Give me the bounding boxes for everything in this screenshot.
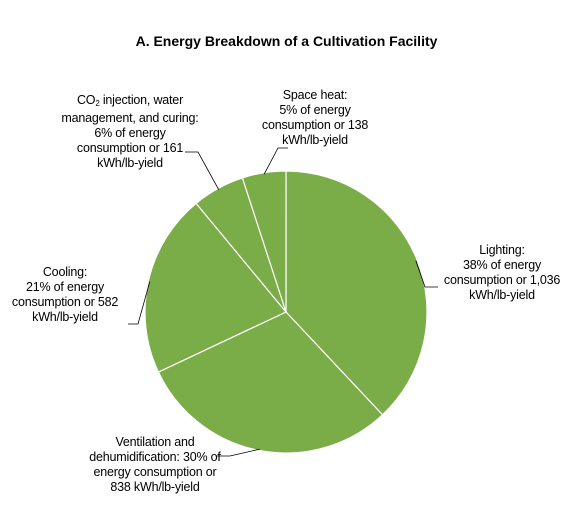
label-space-heat: Space heat: 5% of energy consumption or … bbox=[261, 88, 369, 147]
pie-slice-space-heat bbox=[241, 170, 287, 313]
pie-slice-lighting bbox=[285, 170, 428, 416]
leader-line-co2-injection bbox=[185, 151, 220, 190]
pie-slice-cooling bbox=[144, 202, 287, 373]
label-lighting: Lighting: 38% of energy consumption or 1… bbox=[443, 243, 561, 302]
label-ventilation: Ventilation and dehumidification: 30% of… bbox=[89, 435, 221, 494]
leader-line-cooling bbox=[128, 281, 151, 325]
label-co2-injection: CO2 injection, water management, and cur… bbox=[50, 93, 210, 171]
pie-slice-ventilation bbox=[157, 311, 384, 454]
leader-line-ventilation bbox=[216, 448, 260, 457]
label-cooling: Cooling: 21% of energy consumption or 58… bbox=[11, 265, 119, 324]
chart-title: A. Energy Breakdown of a Cultivation Fac… bbox=[135, 33, 438, 49]
leader-line-space-heat bbox=[263, 147, 288, 175]
leader-line-lighting bbox=[415, 260, 438, 288]
label-co2-line-0: CO2 injection, water bbox=[76, 93, 184, 108]
